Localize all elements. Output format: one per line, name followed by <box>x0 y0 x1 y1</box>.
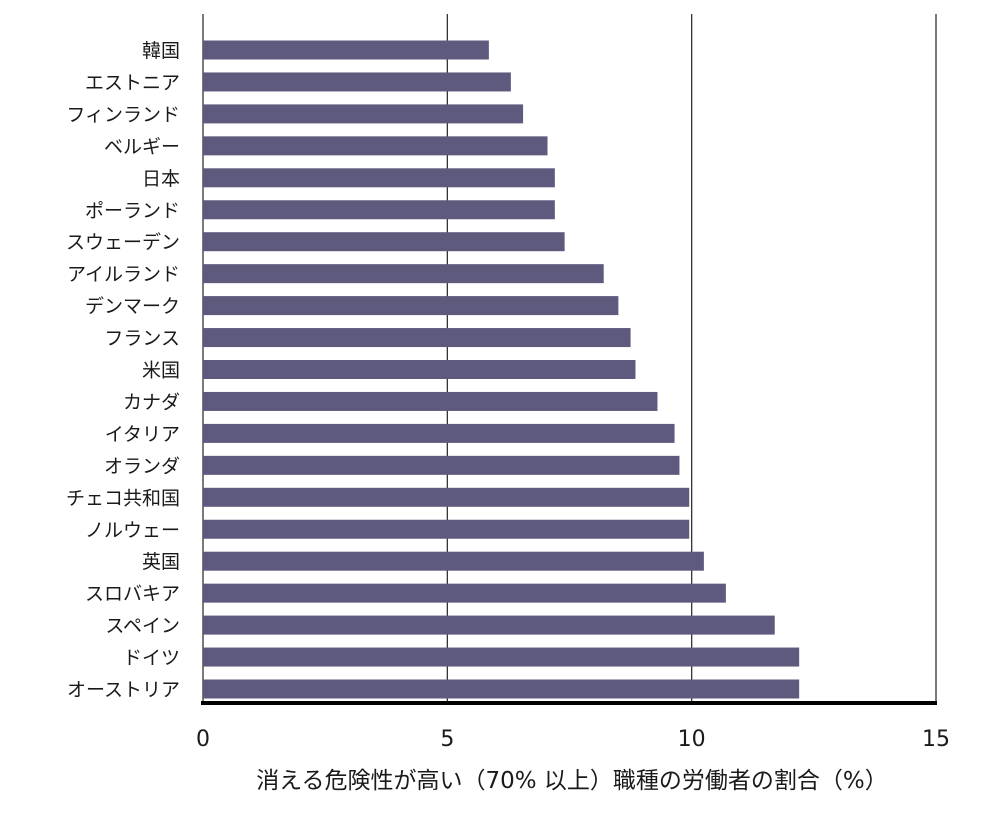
category-label-7: アイルランド <box>67 264 180 286</box>
category-label-0: 韓国 <box>142 40 180 62</box>
bar-12 <box>203 423 675 443</box>
x-tick-labels: 0 5 10 15 <box>196 727 950 752</box>
category-label-17: スロバキア <box>85 583 180 605</box>
bar-9 <box>203 328 631 348</box>
category-label-11: カナダ <box>123 391 180 413</box>
bar-0 <box>203 40 489 60</box>
bar-2 <box>203 104 524 124</box>
category-label-1: エストニア <box>85 72 180 94</box>
bar-19 <box>203 647 800 667</box>
category-label-2: フィンランド <box>66 104 180 126</box>
bar-14 <box>203 487 690 507</box>
bar-18 <box>203 615 775 635</box>
x-axis-title: 消える危険性が高い（70% 以上）職種の労働者の割合（%） <box>256 768 888 794</box>
category-label-20: オーストリア <box>67 679 180 701</box>
bar-17 <box>203 583 726 603</box>
x-tick-label-10: 10 <box>678 727 706 752</box>
x-tick-label-15: 15 <box>922 727 950 752</box>
bar-16 <box>203 551 704 571</box>
bar-15 <box>203 519 690 539</box>
bar-10 <box>203 360 636 379</box>
category-label-19: ドイツ <box>123 647 180 669</box>
category-label-8: デンマーク <box>85 296 180 318</box>
bar-13 <box>203 455 680 475</box>
bar-1 <box>203 72 511 92</box>
category-label-18: スペイン <box>105 615 180 637</box>
bar-11 <box>203 391 658 411</box>
category-label-6: スウェーデン <box>66 232 180 254</box>
bar-20 <box>203 679 800 699</box>
category-label-5: ポーランド <box>85 200 180 222</box>
category-label-12: イタリア <box>105 423 180 445</box>
category-label-14: チェコ共和国 <box>66 487 180 509</box>
category-label-4: 日本 <box>142 168 180 190</box>
x-tick-label-0: 0 <box>196 727 210 752</box>
bar-4 <box>203 168 555 188</box>
category-label-16: 英国 <box>142 551 180 573</box>
bar-6 <box>203 232 565 252</box>
category-labels: 韓国エストニアフィンランドベルギー日本ポーランドスウェーデンアイルランドデンマー… <box>66 40 180 701</box>
category-label-9: フランス <box>104 328 180 350</box>
category-label-13: オランダ <box>104 455 180 477</box>
bar-8 <box>203 296 619 316</box>
category-label-10: 米国 <box>142 360 180 382</box>
category-label-3: ベルギー <box>104 136 180 158</box>
bar-3 <box>203 136 548 156</box>
bar-7 <box>203 264 604 284</box>
bar-5 <box>203 200 555 220</box>
category-label-15: ノルウェー <box>85 519 180 541</box>
x-tick-label-5: 5 <box>440 727 454 752</box>
bars <box>203 40 800 699</box>
